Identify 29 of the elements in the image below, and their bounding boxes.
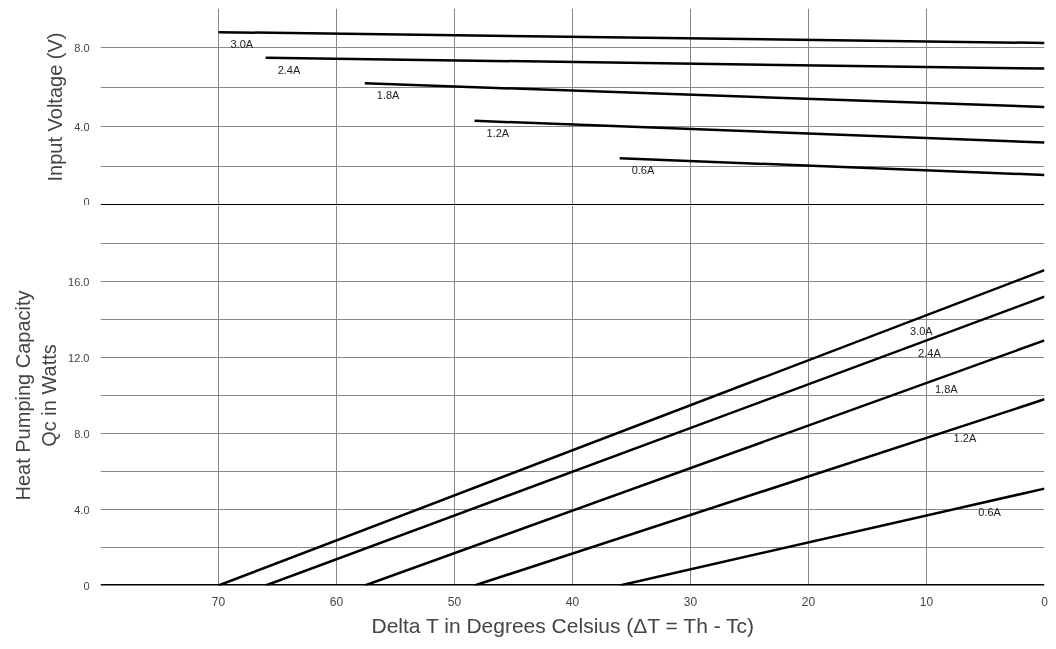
x-tick-label: 50: [447, 594, 462, 609]
y-tick-label: 8.0: [74, 41, 90, 54]
series-label: 3.0A: [230, 38, 254, 51]
x-tick-label: 10: [919, 594, 934, 609]
series-label: 0.6A: [631, 164, 655, 177]
y-tick-label: 16.0: [68, 275, 90, 288]
series-label: 0.6A: [978, 506, 1002, 519]
x-tick-label: 60: [329, 594, 344, 609]
y-tick-label: 4.0: [74, 503, 90, 516]
x-tick-label: 40: [565, 594, 580, 609]
y-tick-label: 12.0: [68, 351, 90, 364]
y-axis-title: Heat Pumping Capacity Qc in Watts: [11, 290, 61, 501]
series-label: 3.0A: [910, 324, 934, 337]
x-tick-label: 20: [801, 594, 816, 609]
x-tick-label: 30: [683, 594, 698, 609]
x-tick-label: 70: [211, 594, 226, 609]
y-tick-label: 0: [83, 195, 90, 208]
series-label: 1.8A: [376, 89, 401, 102]
x-axis-title: Delta T in Degrees Celsius (ΔT = Th - Tc): [371, 613, 755, 637]
y-tick-label: 0: [83, 579, 90, 592]
y-axis-title: Input Voltage (V): [44, 32, 67, 182]
series-label: 1.8A: [934, 383, 959, 396]
series-label: 2.4A: [918, 346, 942, 359]
x-tick-label: 0: [1041, 594, 1049, 609]
series-label: 1.2A: [486, 126, 510, 139]
y-tick-label: 4.0: [74, 120, 90, 133]
y-tick-label: 8.0: [74, 427, 90, 440]
series-label: 1.2A: [953, 431, 977, 444]
series-label: 2.4A: [277, 63, 301, 76]
